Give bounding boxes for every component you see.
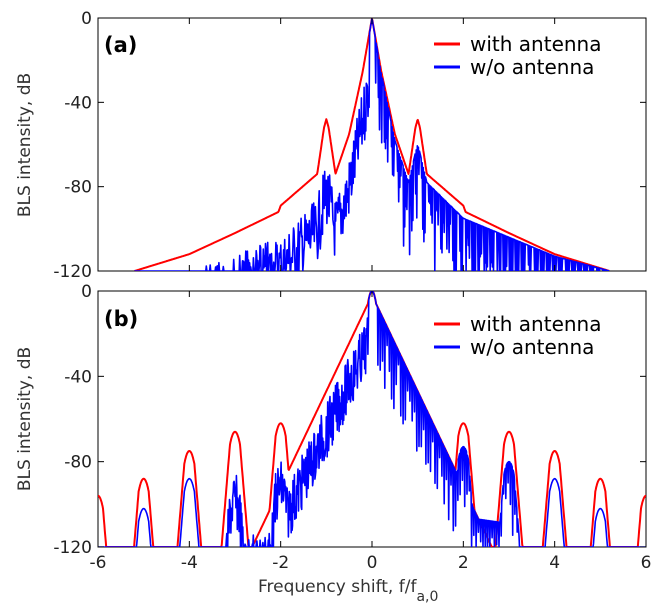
panel-b-y-ticks: 0 -40 -80 -120 <box>53 282 647 558</box>
panel-b-xtick-label: 4 <box>549 553 560 573</box>
panel-b: 0 -40 -80 -120 -6 -4 -2 0 2 4 6 (b) with antenna … <box>53 282 651 573</box>
panel-b-xtick-label: 0 <box>367 553 378 573</box>
panel-a-y-ticks: 0 -40 -80 -120 <box>53 9 647 282</box>
panel-b-ytick-label: -80 <box>64 453 92 473</box>
panel-a: 0 -40 -80 -120 (a) with antenna w/o antenna <box>53 9 647 282</box>
panel-b-ytick-label: 0 <box>81 282 92 302</box>
panel-b-plot-area <box>98 291 646 547</box>
panel-b-ytick-label: -120 <box>53 538 92 558</box>
legend-a-with-antenna-label: with antenna <box>470 32 601 56</box>
legend-a-without-antenna-label: w/o antenna <box>470 55 594 79</box>
x-axis-label-subscript: a,0 <box>416 589 438 605</box>
panel-b-series-with-antenna <box>98 291 646 547</box>
panel-a-y-axis-label: BLS intensity, dB <box>15 73 35 217</box>
panel-b-ytick-label: -40 <box>64 367 92 387</box>
panel-b-label: (b) <box>104 307 138 331</box>
x-axis-label-main: Frequency shift, f/f <box>258 577 417 597</box>
x-axis-label: Frequency shift, f/fa,0 <box>258 577 438 605</box>
legend-b-without-antenna-label: w/o antenna <box>470 335 594 359</box>
panel-b-x-ticks: -6 -4 -2 0 2 4 6 <box>90 553 652 573</box>
panel-a-ytick-label: -120 <box>53 262 92 282</box>
panel-b-y-axis-label: BLS intensity, dB <box>15 347 35 491</box>
panel-b-xtick-label: -6 <box>90 553 107 573</box>
panel-a-ytick-label: 0 <box>81 9 92 29</box>
panel-a-label: (a) <box>104 33 137 57</box>
panel-b-xtick-label: -4 <box>181 553 198 573</box>
panel-a-legend: with antenna w/o antenna <box>434 32 601 79</box>
legend-b-with-antenna-label: with antenna <box>470 312 601 336</box>
panel-b-xtick-label: 2 <box>458 553 469 573</box>
panel-a-ytick-label: -40 <box>64 93 92 113</box>
panel-b-xtick-label: 6 <box>641 553 652 573</box>
panel-a-ytick-label: -80 <box>64 178 92 198</box>
panel-b-legend: with antenna w/o antenna <box>434 312 601 359</box>
panel-b-series-without-antenna <box>98 291 646 547</box>
panel-b-xtick-label: -2 <box>272 553 289 573</box>
